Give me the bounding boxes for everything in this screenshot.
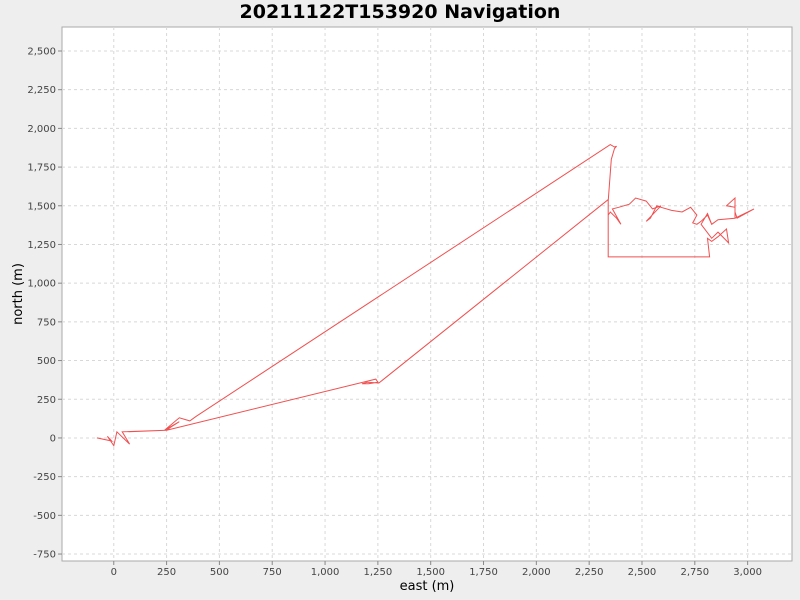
x-tick-label: 500	[210, 567, 229, 578]
grid-lines	[62, 27, 792, 561]
y-tick-label: 2,000	[27, 124, 56, 135]
x-tick-label: 1,250	[364, 567, 393, 578]
y-tick-label: 250	[37, 395, 56, 406]
x-tick-label: 750	[263, 567, 282, 578]
navigation-track-line	[96, 144, 755, 447]
y-axis-label: north (m)	[11, 263, 26, 325]
x-tick-label: 3,000	[733, 567, 762, 578]
y-tick-label: 2,500	[27, 46, 56, 57]
x-tick-label: 1,500	[416, 567, 445, 578]
y-tick-label: 1,500	[27, 201, 56, 212]
x-tick-label: 0	[111, 567, 117, 578]
y-axis-ticks: -750 -500 -250 0 250 500 750 1,000 1,250 1,500 1,7…	[27, 46, 62, 561]
chart-title: 20211122T153920 Navigation	[240, 1, 561, 23]
y-tick-label: 1,750	[27, 163, 56, 174]
y-tick-label: 2,250	[27, 85, 56, 96]
x-tick-label: 1,000	[311, 567, 340, 578]
x-axis-label: east (m)	[400, 579, 455, 594]
y-tick-label: 500	[37, 356, 56, 367]
x-axis-ticks: 0 250 500 750 1,000 1,250 1,500 1,750 2,000 2,250…	[111, 561, 762, 578]
x-tick-label: 2,750	[680, 567, 709, 578]
x-tick-label: 2,500	[628, 567, 657, 578]
x-tick-label: 250	[157, 567, 176, 578]
y-tick-label: -250	[33, 472, 56, 483]
x-tick-label: 1,750	[469, 567, 498, 578]
y-tick-label: 1,250	[27, 240, 56, 251]
series-layer	[96, 144, 755, 447]
plot-area	[61, 26, 793, 562]
y-tick-label: 750	[37, 317, 56, 328]
y-tick-label: -500	[33, 511, 56, 522]
x-tick-label: 2,000	[522, 567, 551, 578]
y-tick-label: 1,000	[27, 279, 56, 290]
y-tick-label: -750	[33, 550, 56, 561]
x-tick-label: 2,250	[575, 567, 604, 578]
y-tick-label: 0	[50, 433, 56, 444]
